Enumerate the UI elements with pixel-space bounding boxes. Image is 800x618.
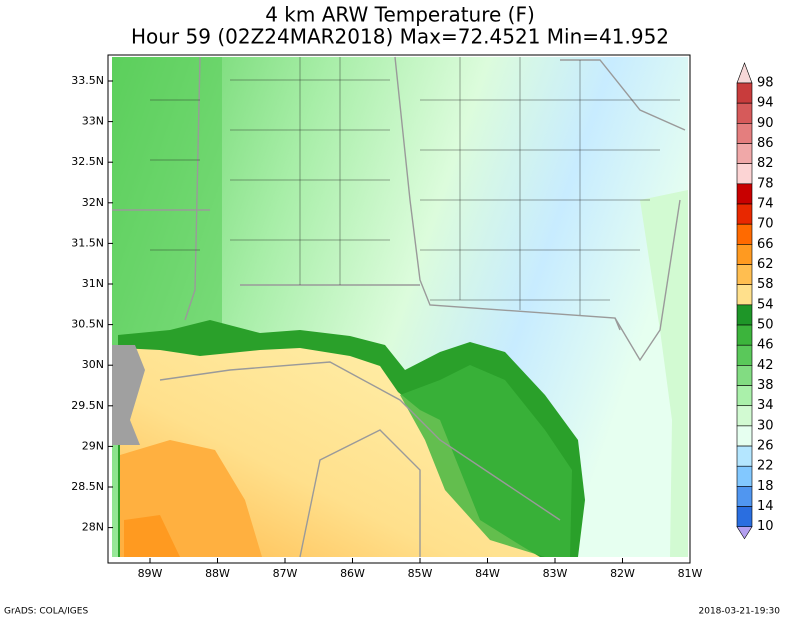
colorbar-box <box>736 102 753 124</box>
colorbar-box <box>736 506 753 528</box>
colorbar-label: 34 <box>757 398 774 413</box>
colorbar-box <box>736 264 753 285</box>
colorbar-label: 22 <box>757 459 774 474</box>
colorbar-box <box>736 486 753 507</box>
colorbar-box <box>736 143 753 164</box>
colorbar-label: 98 <box>757 76 774 91</box>
colorbar-label: 74 <box>757 197 774 212</box>
lat-label: 32.5N <box>71 155 104 168</box>
colorbar-label: 86 <box>757 136 774 151</box>
lon-label: 82W <box>610 567 635 580</box>
lat-label: 31N <box>82 277 104 290</box>
colorbar-box <box>736 324 753 346</box>
lon-labels: 89W 88W 87W 86W 85W 84W 83W 82W 81W <box>138 558 703 580</box>
lat-label: 32N <box>82 196 104 209</box>
atlantic <box>640 190 688 557</box>
colorbar-label: 94 <box>757 96 774 111</box>
colorbar-box <box>736 183 753 205</box>
lon-label: 87W <box>273 567 298 580</box>
gulf-orange-dark <box>124 515 180 557</box>
title-line: Hour 59 (02Z24MAR2018) Max=72.4521 Min=4… <box>131 25 669 49</box>
title-line: 4 km ARW Temperature (F) <box>265 3 535 27</box>
colorbar-label: 10 <box>757 519 774 534</box>
lon-label: 86W <box>340 567 365 580</box>
footer-left: GrADS: COLA/IGES <box>4 607 88 617</box>
colorbar-label: 90 <box>757 116 774 131</box>
colorbar-box <box>736 223 753 245</box>
colorbar-label: 66 <box>757 237 774 252</box>
colorbar-label: 30 <box>757 418 774 433</box>
map-frame <box>107 54 691 564</box>
colorbar-box <box>736 82 753 104</box>
land-warm <box>112 57 222 347</box>
colorbar-box <box>736 425 753 447</box>
colorbar-label: 26 <box>757 439 774 454</box>
colorbar-box <box>736 465 753 487</box>
lat-label: 31.5N <box>71 236 104 249</box>
lat-label: 28.5N <box>71 480 104 493</box>
lat-label: 28N <box>82 521 104 534</box>
colorbar-box <box>736 405 753 427</box>
lat-labels: 33.5N 33N 32.5N 32N 31.5N 31N 30.5N 30N 29.5N 29N… <box>71 74 113 534</box>
lat-label: 30N <box>82 358 104 371</box>
colorbar-box <box>736 163 753 185</box>
delta <box>112 345 145 445</box>
counties <box>150 57 680 315</box>
colorbar-label: 50 <box>757 318 774 333</box>
colorbar-label: 42 <box>757 358 774 373</box>
lat-label: 29.5N <box>71 399 104 412</box>
map-area <box>108 55 690 563</box>
colorbar-label: 38 <box>757 378 774 393</box>
lat-label: 30.5N <box>71 318 104 331</box>
colorbar-label: 14 <box>757 499 774 514</box>
lat-label: 29N <box>82 439 104 452</box>
lon-label: 83W <box>543 567 568 580</box>
colorbar-label: 18 <box>757 479 774 494</box>
colorbar-box <box>736 304 753 326</box>
colorbar-box <box>736 284 753 306</box>
colorbar-box <box>736 445 753 467</box>
colorbar-cap <box>736 526 753 540</box>
borders <box>112 56 686 558</box>
lon-label: 84W <box>475 567 500 580</box>
gulf-green <box>400 365 572 557</box>
lon-label: 81W <box>678 567 703 580</box>
lon-label: 89W <box>138 567 163 580</box>
colorbar-label: 58 <box>757 277 774 292</box>
colorbar-box <box>736 203 753 225</box>
colorbar: 98 94 90 86 82 78 74 70 66 62 58 54 50 46 42 38 34 30 26 22… <box>736 62 774 540</box>
colorbar-box <box>736 244 753 265</box>
colorbar-box <box>736 365 753 386</box>
colorbar-box <box>736 123 753 144</box>
colorbar-label: 62 <box>757 257 774 272</box>
colorbar-label: 54 <box>757 297 774 312</box>
colorbar-label: 70 <box>757 217 774 232</box>
lon-label: 88W <box>205 567 230 580</box>
colorbar-box <box>736 344 753 366</box>
colorbar-label: 46 <box>757 338 774 353</box>
colorbar-box <box>736 385 753 407</box>
colorbar-cap <box>736 62 753 84</box>
lat-label: 33.5N <box>71 74 104 87</box>
lon-label: 85W <box>408 567 433 580</box>
lat-label: 33N <box>82 115 104 128</box>
colorbar-label: 82 <box>757 156 774 171</box>
footer-right: 2018-03-21-19:30 <box>699 607 781 617</box>
colorbar-label: 78 <box>757 176 774 191</box>
